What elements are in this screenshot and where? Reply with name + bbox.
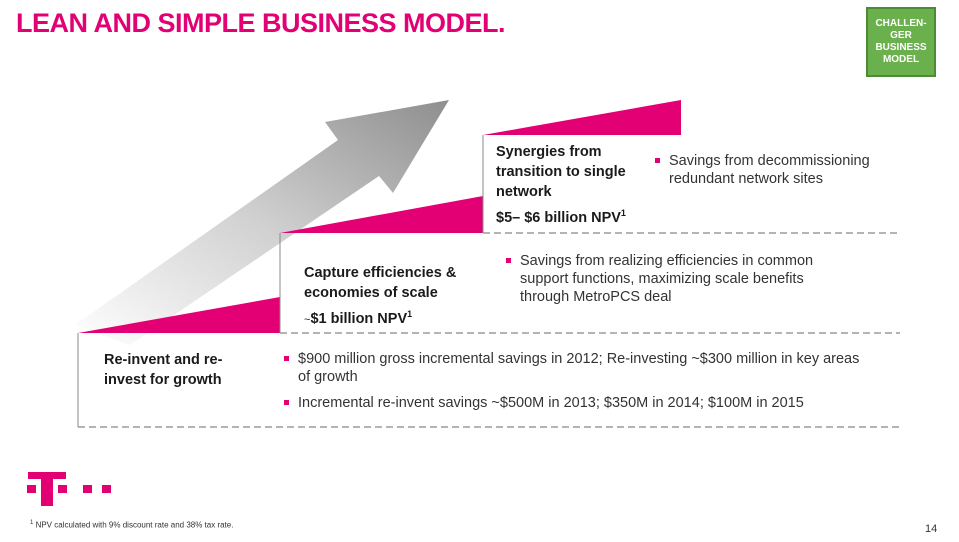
wedge-step-2 bbox=[280, 196, 483, 233]
challenger-business-model-badge: CHALLEN-GER BUSINESS MODEL bbox=[866, 7, 936, 77]
level-2-bullet-1: Savings from realizing efficiencies in c… bbox=[506, 252, 851, 306]
level-2-heading: Capture efficiencies & economies of scal… bbox=[304, 265, 457, 301]
level-1-heading: Re-invent and re-invest for growth bbox=[104, 352, 223, 388]
footnote-marker: 1 bbox=[30, 520, 34, 526]
level-3-npv: $5– $6 billion NPV1 bbox=[496, 208, 626, 226]
level-3-bullets: Savings from decommissioning redundant n… bbox=[655, 152, 890, 188]
level-3-heading: Synergies from transition to single netw… bbox=[496, 144, 626, 200]
level-1-bullets: $900 million gross incremental savings i… bbox=[284, 350, 874, 412]
level-1-bullet-1: $900 million gross incremental savings i… bbox=[284, 350, 874, 386]
level-2-npv-footnote-ref: 1 bbox=[407, 309, 413, 319]
level-2-bullets: Savings from realizing efficiencies in c… bbox=[506, 252, 851, 306]
t-mobile-logo-icon bbox=[27, 472, 111, 506]
level-1-bullet-2: Incremental re-invent savings ~$500M in … bbox=[284, 394, 874, 412]
level-2-npv-approx: ~ bbox=[304, 313, 311, 326]
level-2-npv-value: $1 billion NPV bbox=[310, 310, 408, 327]
page-number: 14 bbox=[925, 523, 938, 535]
page-title: LEAN AND SIMPLE BUSINESS MODEL. bbox=[16, 8, 506, 38]
level-3-npv-footnote-ref: 1 bbox=[620, 208, 626, 218]
footnote: 1 NPV calculated with 9% discount rate a… bbox=[30, 520, 233, 530]
level-2-npv: ~$1 billion NPV1 bbox=[304, 309, 412, 327]
wedge-step-1 bbox=[78, 297, 280, 333]
wedge-step-3 bbox=[483, 100, 681, 135]
level-3-npv-value: $5– $6 billion NPV bbox=[496, 209, 621, 226]
badge-label: CHALLEN-GER BUSINESS MODEL bbox=[875, 18, 927, 65]
footnote-text: NPV calculated with 9% discount rate and… bbox=[33, 520, 234, 530]
growth-arrow bbox=[75, 100, 449, 345]
level-3-bullet-1: Savings from decommissioning redundant n… bbox=[655, 152, 890, 188]
